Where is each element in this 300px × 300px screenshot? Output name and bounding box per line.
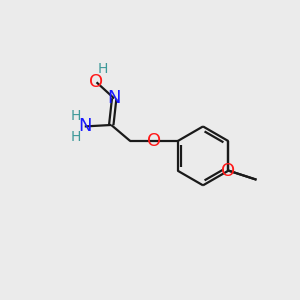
Text: N: N xyxy=(107,89,121,107)
Text: N: N xyxy=(78,117,92,135)
Text: H: H xyxy=(98,62,108,76)
Text: O: O xyxy=(147,132,161,150)
Text: H: H xyxy=(71,109,81,123)
Text: O: O xyxy=(89,73,103,91)
Text: O: O xyxy=(221,162,236,180)
Text: H: H xyxy=(71,130,81,144)
